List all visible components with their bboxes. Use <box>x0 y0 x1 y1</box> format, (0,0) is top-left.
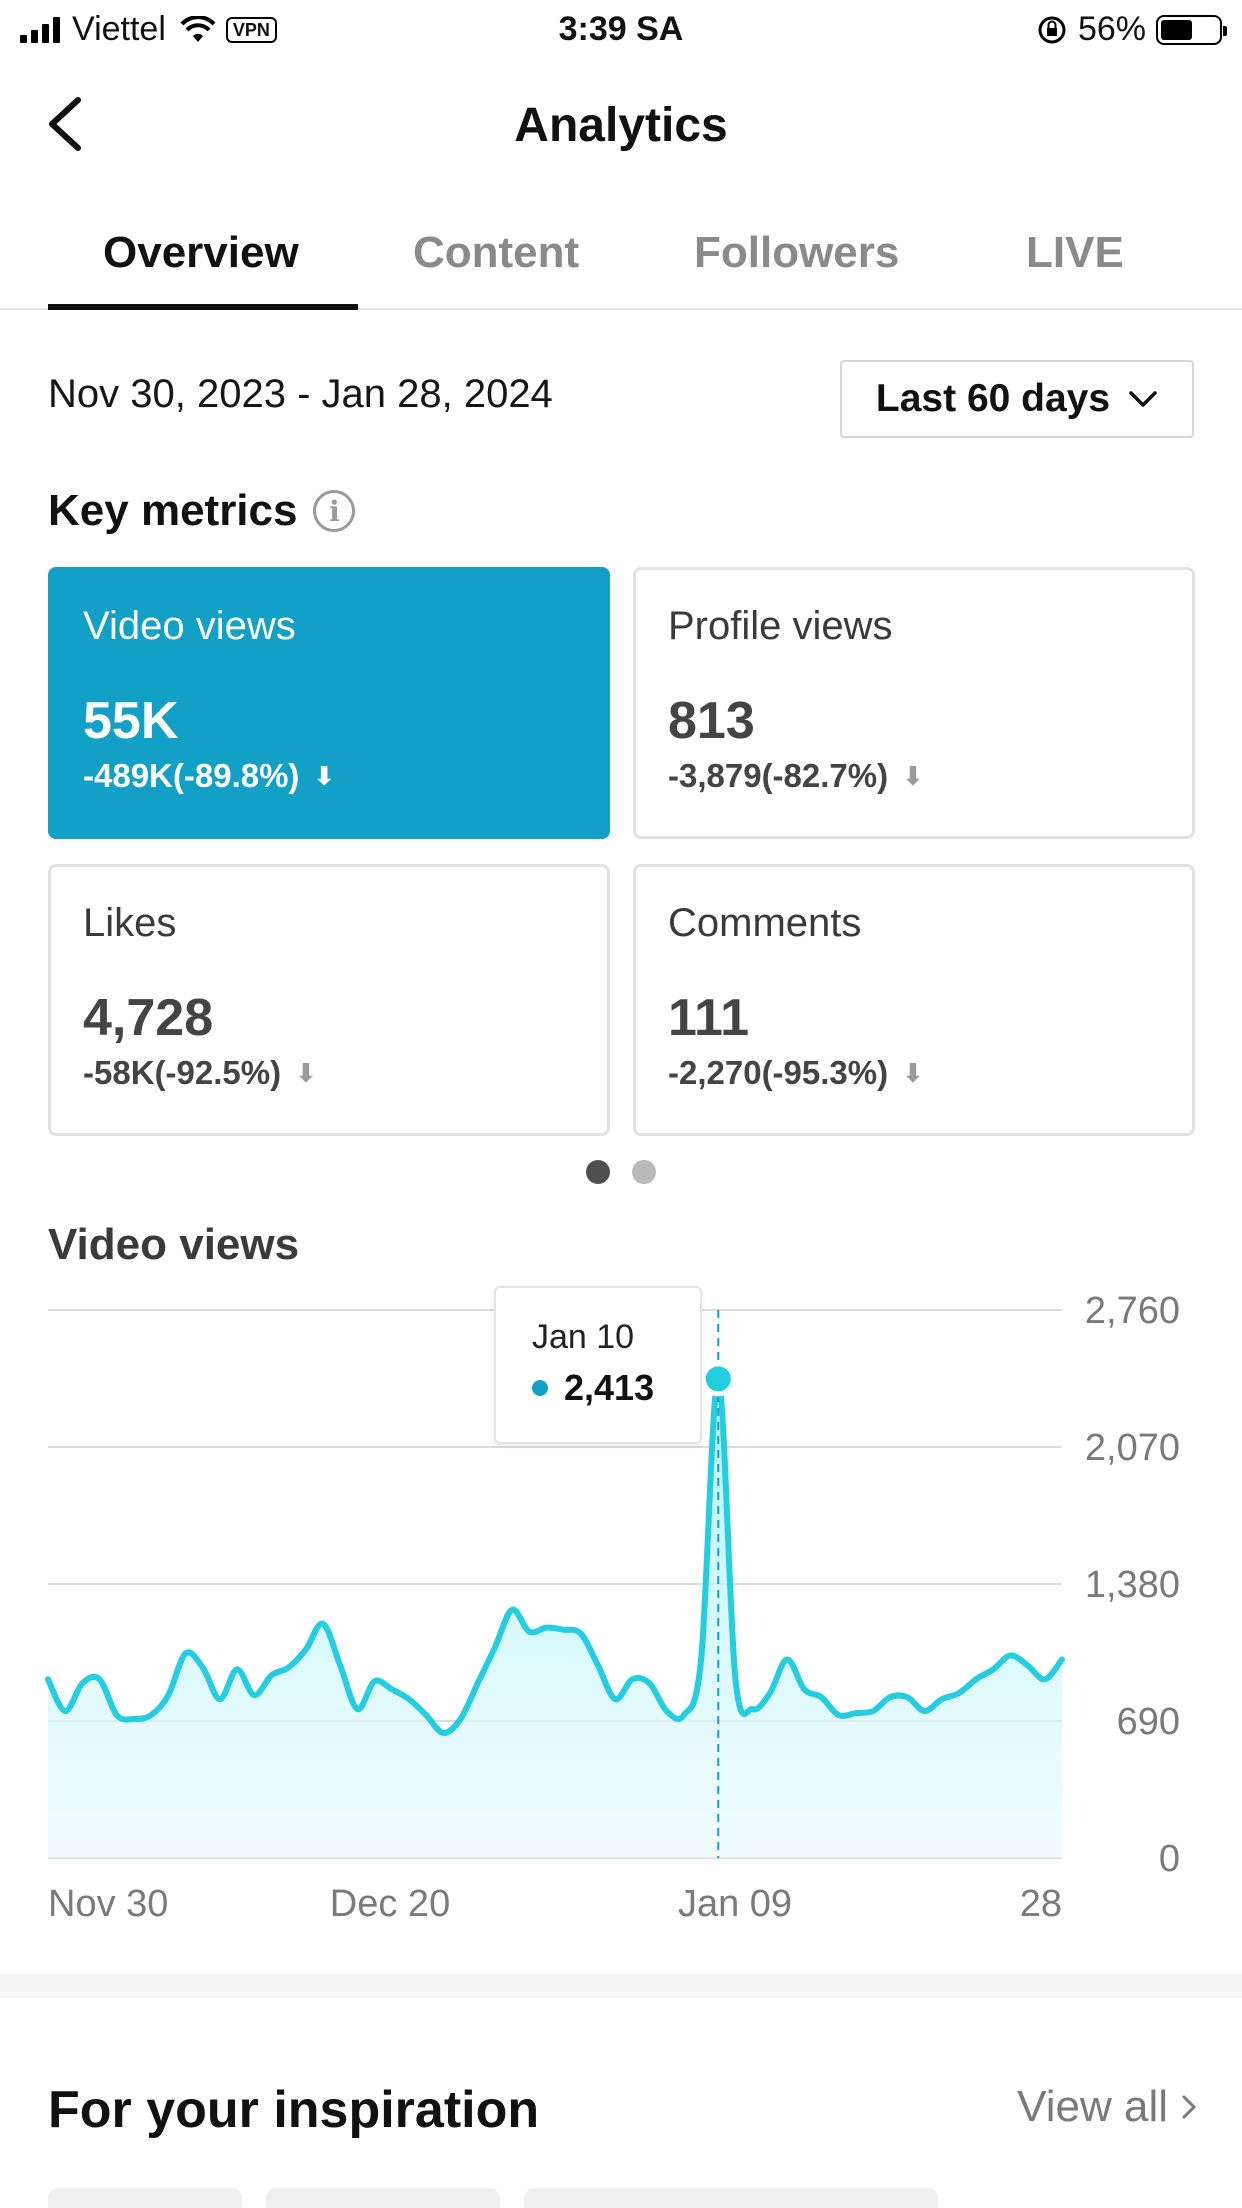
chart-area-fill <box>48 1378 1062 1858</box>
tab-content[interactable]: Content <box>413 228 580 277</box>
page-dot[interactable] <box>632 1160 656 1184</box>
series-dot-icon <box>532 1380 548 1396</box>
metric-change-text: -2,270(-95.3%) <box>668 1054 889 1091</box>
y-tick-label: 2,760 <box>1085 1290 1180 1332</box>
metric-label: Profile views <box>668 604 893 648</box>
chart-title: Video views <box>48 1220 300 1269</box>
status-bar: Viettel VPN 3:39 SA 56% <box>0 0 1242 62</box>
inspiration-thumbnail[interactable] <box>524 2188 938 2208</box>
period-dropdown[interactable]: Last 60 days <box>840 360 1194 438</box>
video-views-chart[interactable]: 2,760 2,070 1,380 690 0 Nov 30 Dec 20 Jan 09 28 <box>0 1280 1242 1940</box>
metric-change: -58K(-92.5%) ⬇ <box>83 1054 575 1092</box>
metric-card-video-views[interactable]: Video views 55K -489K(-89.8%) ⬇ <box>48 567 610 839</box>
metric-card-comments[interactable]: Comments 111 -2,270(-95.3%) ⬇ <box>633 864 1195 1136</box>
chevron-down-icon <box>1129 391 1157 407</box>
metric-value: 4,728 <box>83 989 214 1047</box>
section-divider <box>0 1974 1242 1998</box>
metric-value: 55K <box>83 692 179 750</box>
metric-card-profile-views[interactable]: Profile views 813 -3,879(-82.7%) ⬇ <box>633 567 1195 839</box>
metric-value: 111 <box>668 989 750 1047</box>
x-tick-label: Nov 30 <box>48 1883 168 1925</box>
chart-tooltip: Jan 10 2,413 <box>494 1286 702 1444</box>
tab-bar: Overview Content Followers LIVE <box>0 210 1242 310</box>
chevron-right-icon <box>1182 2095 1196 2119</box>
date-range: Nov 30, 2023 - Jan 28, 2024 <box>48 372 553 416</box>
inspiration-thumbnail[interactable] <box>266 2188 500 2208</box>
battery-percentage: 56% <box>1077 10 1146 48</box>
metric-label: Likes <box>83 901 177 945</box>
y-tick-label: 0 <box>1159 1838 1180 1880</box>
metric-change: -3,879(-82.7%) ⬇ <box>668 757 1160 795</box>
app-header: Analytics <box>0 80 1242 170</box>
battery-icon <box>1156 14 1227 45</box>
y-tick-label: 1,380 <box>1085 1564 1180 1606</box>
metric-label: Video views <box>83 604 296 648</box>
info-icon[interactable]: i <box>313 490 356 532</box>
metric-change-text: -489K(-89.8%) <box>83 757 300 794</box>
key-metrics-title: Key metrics <box>48 486 298 535</box>
page-title: Analytics <box>514 99 728 152</box>
tab-overview[interactable]: Overview <box>103 228 299 277</box>
arrow-down-icon: ⬇ <box>902 760 924 791</box>
page-indicator <box>0 1160 1242 1184</box>
inspiration-title: For your inspiration <box>48 2081 540 2139</box>
metric-label: Comments <box>668 901 862 945</box>
metric-change: -489K(-89.8%) ⬇ <box>83 757 575 795</box>
arrow-down-icon: ⬇ <box>295 1057 317 1088</box>
metric-change-text: -3,879(-82.7%) <box>668 757 889 794</box>
x-tick-label: 28 <box>1020 1883 1062 1925</box>
x-tick-label: Dec 20 <box>330 1883 450 1925</box>
period-label: Last 60 days <box>875 377 1111 420</box>
wifi-icon <box>180 15 216 42</box>
metric-value: 813 <box>668 692 755 750</box>
tab-followers[interactable]: Followers <box>694 228 900 277</box>
metric-change-text: -58K(-92.5%) <box>83 1054 282 1091</box>
tab-live[interactable]: LIVE <box>1026 228 1124 277</box>
chevron-left-icon[interactable] <box>38 94 94 154</box>
inspiration-thumbnail[interactable] <box>48 2188 242 2208</box>
tooltip-date: Jan 10 <box>532 1318 635 1356</box>
x-tick-label: Jan 09 <box>678 1883 792 1925</box>
carrier-name: Viettel <box>72 10 166 48</box>
view-all-link[interactable]: View all <box>1017 2082 1196 2132</box>
orientation-lock-icon <box>1038 16 1066 43</box>
arrow-down-icon: ⬇ <box>902 1057 924 1088</box>
chart-series-line <box>45 1375 1065 1736</box>
metric-card-likes[interactable]: Likes 4,728 -58K(-92.5%) ⬇ <box>48 864 610 1136</box>
vpn-badge: VPN <box>225 16 277 43</box>
y-tick-label: 2,070 <box>1085 1427 1180 1469</box>
cellular-signal-icon <box>20 16 60 43</box>
highlight-point[interactable] <box>700 1361 736 1397</box>
key-metrics-heading: Key metrics i <box>48 486 356 536</box>
y-tick-label: 690 <box>1117 1701 1180 1743</box>
status-time: 3:39 SA <box>558 10 684 48</box>
active-tab-indicator <box>48 304 358 310</box>
metric-change: -2,270(-95.3%) ⬇ <box>668 1054 1160 1092</box>
arrow-down-icon: ⬇ <box>313 760 336 791</box>
view-all-label: View all <box>1017 2082 1168 2131</box>
tooltip-value: 2,413 <box>564 1367 655 1408</box>
page-dot-active[interactable] <box>586 1160 610 1184</box>
